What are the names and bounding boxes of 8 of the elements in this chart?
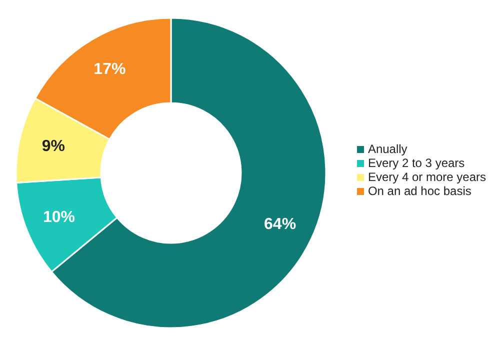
legend-label: On an ad hoc basis (368, 184, 472, 198)
legend-label: Every 2 to 3 years (368, 156, 465, 170)
data-label: 9% (42, 138, 65, 156)
data-label: 10% (42, 208, 75, 226)
legend-label: Anually (368, 142, 408, 156)
legend-label: Every 4 or more years (368, 170, 486, 184)
data-label: 17% (94, 60, 126, 78)
data-label: 64% (264, 216, 296, 233)
